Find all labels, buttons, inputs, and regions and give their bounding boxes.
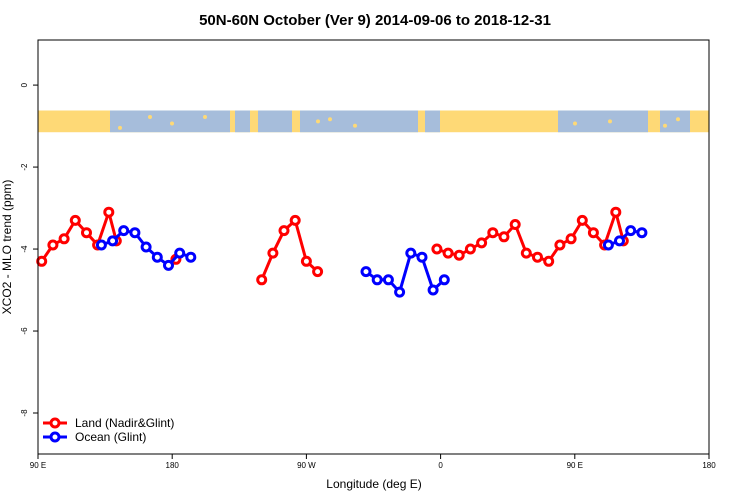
data-point — [576, 214, 588, 226]
data-point — [614, 235, 625, 247]
x-axis: 90 E 180 90 W 0 90 E 180 — [30, 454, 716, 470]
map-strip-island — [608, 119, 612, 124]
data-point — [554, 239, 566, 251]
legend: Land (Nadir&Glint)Ocean (Glint) — [43, 416, 174, 444]
map-strip-island — [316, 119, 320, 124]
y-tick-label: -4 — [20, 245, 29, 253]
data-point — [453, 249, 465, 261]
y-axis-label: XCO2 - MLO trend (ppm) — [0, 180, 14, 315]
legend-label: Land (Nadir&Glint) — [75, 416, 174, 430]
data-point — [427, 284, 439, 296]
series-layer — [36, 206, 648, 298]
x-tick-label: 90 W — [297, 461, 316, 470]
data-point — [625, 225, 637, 237]
series-ocean — [95, 225, 648, 298]
x-tick-label: 180 — [166, 461, 180, 470]
map-strip-ocean — [425, 110, 440, 133]
data-point — [416, 251, 428, 263]
x-axis-label: Longitude (deg E) — [326, 477, 421, 491]
map-strip-ocean — [235, 110, 250, 133]
data-point — [636, 227, 648, 239]
data-point — [405, 247, 417, 259]
legend-marker — [49, 431, 61, 443]
y-tick-label: 0 — [20, 82, 29, 87]
map-strip-island — [676, 117, 680, 122]
plot-frame — [37, 39, 710, 455]
map-strip-island — [203, 115, 207, 120]
data-point — [442, 247, 454, 259]
data-point — [129, 227, 141, 239]
data-point — [267, 247, 279, 259]
y-tick-label: -2 — [20, 163, 29, 171]
map-strip-island — [353, 123, 357, 128]
data-point — [602, 239, 614, 251]
series-land — [36, 206, 629, 286]
y-tick-label: -8 — [20, 409, 29, 417]
map-strip-island — [328, 117, 332, 122]
data-point — [151, 251, 163, 263]
map-strip-ocean — [660, 110, 690, 133]
data-point — [103, 206, 115, 218]
data-point — [174, 247, 186, 259]
data-point — [95, 239, 107, 251]
data-point — [498, 231, 510, 243]
data-point — [69, 214, 81, 226]
data-point — [431, 243, 443, 255]
data-point — [107, 235, 119, 247]
map-strip — [38, 110, 709, 133]
data-point — [438, 274, 450, 286]
data-point — [256, 274, 268, 286]
map-strip-ocean — [258, 110, 292, 133]
data-point — [185, 251, 197, 263]
data-point — [487, 227, 499, 239]
chart-title: 50N-60N October (Ver 9) 2014-09-06 to 20… — [199, 12, 551, 29]
map-strip-island — [573, 121, 577, 126]
map-strip-ocean — [110, 110, 230, 133]
series-line — [607, 229, 643, 247]
data-point — [36, 255, 48, 267]
data-point — [118, 225, 130, 237]
x-tick-label: 90 E — [30, 461, 46, 470]
legend-label: Ocean (Glint) — [75, 430, 146, 444]
map-strip-ocean — [558, 110, 648, 133]
data-point — [58, 233, 70, 245]
data-point — [289, 214, 301, 226]
data-point — [300, 255, 312, 267]
map-strip-island — [118, 125, 122, 130]
data-point — [47, 239, 59, 251]
x-tick-label: 90 E — [567, 461, 583, 470]
data-point — [140, 241, 152, 253]
data-point — [565, 233, 577, 245]
data-point — [81, 227, 92, 239]
data-point — [382, 274, 394, 286]
data-point — [543, 255, 555, 267]
data-point — [464, 243, 476, 255]
x-tick-label: 180 — [702, 461, 716, 470]
data-point — [278, 225, 290, 237]
data-point — [163, 259, 174, 271]
map-strip-ocean — [300, 110, 418, 133]
data-point — [476, 237, 488, 249]
y-tick-label: -6 — [20, 327, 29, 335]
data-point — [394, 286, 406, 298]
map-strip-island — [148, 115, 152, 120]
data-point — [360, 266, 372, 278]
map-strip-island — [170, 121, 174, 126]
legend-marker — [49, 417, 61, 429]
data-point — [509, 219, 521, 230]
data-point — [520, 247, 532, 259]
data-point — [587, 227, 599, 239]
data-point — [610, 206, 622, 218]
y-axis: 0 -2 -4 -6 -8 — [20, 82, 38, 417]
data-point — [371, 274, 383, 286]
map-strip-island — [663, 123, 667, 128]
data-point — [532, 251, 543, 263]
x-tick-label: 0 — [438, 461, 443, 470]
data-point — [312, 266, 324, 278]
